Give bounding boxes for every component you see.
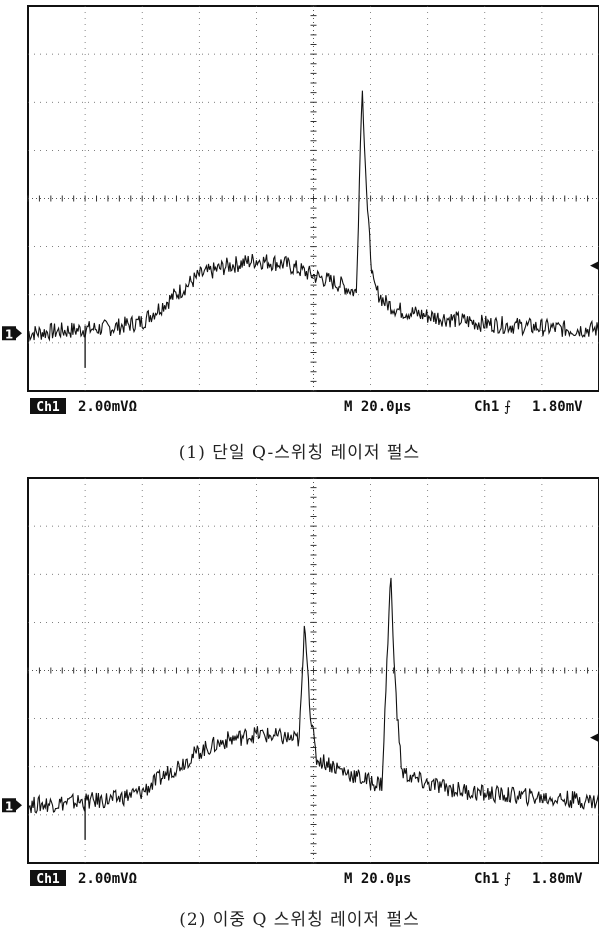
trigger-slope-icon: ⨍ [504, 399, 511, 415]
trigger-level-readout: 1.80mV [532, 399, 583, 415]
channel-badge-label: Ch1 [36, 400, 60, 415]
channel-badge-box [30, 870, 66, 886]
trigger-level-marker: ◀ [590, 730, 599, 745]
channel-badge-label: Ch1 [36, 872, 60, 887]
figure-caption-1: (1) 단일 Q-스위칭 레이저 펄스 [178, 443, 421, 463]
ground-marker-badge [2, 798, 16, 813]
screen-background [0, 472, 599, 897]
channel-scale-readout: 2.00mVΩ [78, 871, 137, 887]
oscilloscope-screen-2: 1 ◀ Ch1 2.00mVΩ M 20.0μs Ch1 ⨍ 1.80mV [0, 472, 599, 897]
trigger-slope-icon: ⨍ [504, 871, 511, 887]
channel-badge-box [30, 398, 66, 414]
oscilloscope-plot-2: 1 ◀ Ch1 2.00mVΩ M 20.0μs Ch1 ⨍ 1.80mV [0, 472, 599, 897]
timebase-readout: M 20.0μs [344, 399, 411, 415]
trigger-channel-readout: Ch1 [474, 871, 499, 887]
ground-marker-arrow [16, 328, 22, 339]
trigger-level-marker: ◀ [590, 258, 599, 273]
ground-marker-badge [2, 326, 16, 341]
ground-marker-label: 1 [5, 799, 13, 813]
oscilloscope-screen-1: 1 ◀ Ch1 2.00mVΩ M 20.0μs Ch1 ⨍ 1.80mV [0, 0, 599, 425]
oscilloscope-plot-1: 1 ◀ Ch1 2.00mVΩ M 20.0μs Ch1 ⨍ 1.80mV [0, 0, 599, 425]
trigger-channel-readout: Ch1 [474, 399, 499, 415]
timebase-readout: M 20.0μs [344, 871, 411, 887]
waveform-trace [27, 90, 599, 342]
trigger-level-readout: 1.80mV [532, 871, 583, 887]
screen-background [0, 0, 599, 425]
channel-scale-readout: 2.00mVΩ [78, 399, 137, 415]
figure-caption-2: (2) 이중 Q 스위칭 레이저 펄스 [179, 910, 420, 930]
ground-marker-arrow [16, 800, 22, 811]
ground-marker-label: 1 [5, 327, 13, 341]
waveform-trace [27, 577, 599, 814]
